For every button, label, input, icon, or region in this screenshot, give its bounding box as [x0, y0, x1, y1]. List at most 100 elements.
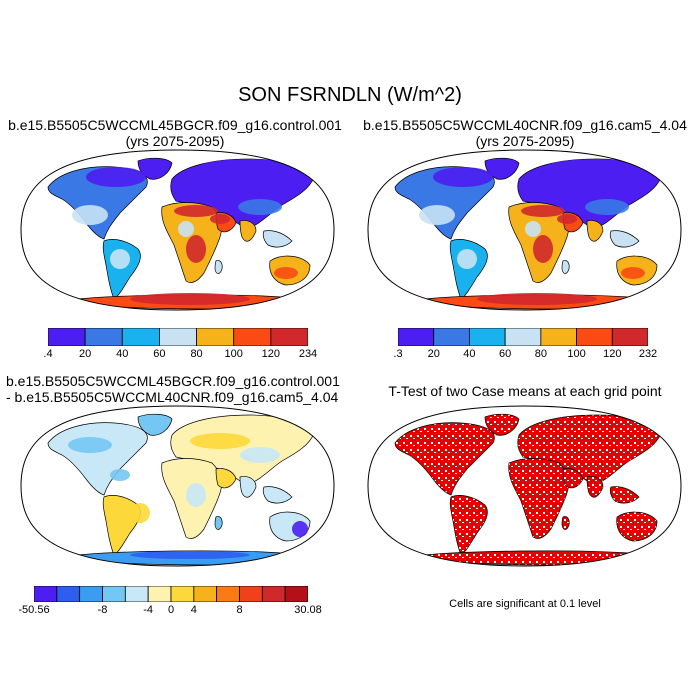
panel-1-title: b.e15.B5505C5WCCML45BGCR.f09_g16.control… [0, 117, 350, 149]
field-patch [186, 235, 206, 263]
colorbar-tick-label: 0 [167, 604, 175, 616]
colorbar-tick-label: 60 [499, 348, 512, 360]
field-patch [68, 437, 112, 453]
landmass-india [586, 476, 604, 498]
field-patch [174, 205, 218, 217]
panel-4-title: T-Test of two Case means at each grid po… [388, 383, 662, 399]
colorbar-swatch [48, 328, 86, 346]
colorbar-tick-label: -4 [143, 604, 154, 616]
figure-title: SON FSRNDLN (W/m^2) [238, 84, 462, 106]
panel-1-map [20, 149, 335, 311]
panel-2-map [367, 149, 682, 311]
landmass-seasia [609, 486, 640, 504]
colorbar-tick-label: 40 [116, 348, 129, 360]
landmass-madagascar [214, 516, 223, 530]
panel-4-note: Cells are significant at 0.1 level [449, 598, 601, 610]
panel-2-title-line-2: (yrs 2075-2095) [475, 133, 575, 149]
colorbar-tick-label: 80 [190, 348, 203, 360]
landmass-greenland [484, 413, 520, 436]
landmass-australia [616, 511, 658, 542]
colorbar-swatch [469, 328, 506, 346]
field-patch [521, 205, 565, 217]
colorbar-tick-label: 40 [463, 348, 476, 360]
landmass-madagascar [214, 260, 223, 274]
colorbar-tick-label: -8 [97, 604, 108, 616]
field-patch [525, 221, 541, 237]
field-patch [210, 214, 230, 224]
colorbar-tick-label: 30.08 [294, 604, 322, 616]
landmass-seasia [609, 230, 640, 248]
colorbar-swatch [121, 328, 160, 346]
field-patch [130, 503, 150, 523]
panel-3-title: b.e15.B5505C5WCCML45BGCR.f09_g16.control… [6, 373, 340, 405]
colorbar-swatch [170, 586, 195, 602]
field-patch [178, 221, 194, 237]
colorbar-swatch [261, 586, 286, 602]
panel-3-title-line-2: - b.e15.B5505C5WCCML40CNR.f09_g16.cam5_4… [6, 389, 339, 405]
landmass-arabia [562, 468, 584, 489]
colorbar-tick-label: 120 [603, 348, 622, 360]
colorbar-swatch [79, 586, 103, 602]
colorbar-tick-label: 60 [153, 348, 166, 360]
field-patch [419, 205, 455, 225]
field-patch [433, 167, 493, 187]
landmass-antarctica [424, 550, 633, 566]
landmass-seasia [262, 486, 293, 504]
colorbar-swatch [239, 586, 263, 602]
landmass-seasia [262, 230, 293, 248]
colorbar-tick-label: 100 [567, 348, 586, 360]
field-patch [130, 551, 250, 559]
field-patch [585, 199, 629, 215]
field-patch [274, 267, 298, 279]
colorbar-swatch [233, 328, 272, 346]
field-patch [130, 293, 250, 305]
colorbar-tick-label: 234 [298, 348, 318, 360]
field-patch [72, 205, 108, 225]
colorbar-swatch [504, 328, 542, 346]
field-patch [533, 235, 553, 263]
colorbar-swatch [576, 328, 613, 346]
colorbar-swatch [611, 328, 648, 346]
colorbar-tick-label: 20 [427, 348, 440, 360]
landmass-madagascar [561, 260, 570, 274]
landmass-namerica [394, 422, 495, 496]
colorbar-tick-label: 80 [534, 348, 547, 360]
field-patch [190, 433, 250, 449]
colorbar-swatch [159, 328, 197, 346]
colorbar-swatch [102, 586, 126, 602]
landmass-india [586, 220, 604, 242]
field-patch [110, 469, 130, 481]
colorbar-tick-label: .3 [393, 348, 403, 360]
landmass-eurasia [517, 414, 662, 486]
colorbar-swatch [284, 586, 308, 602]
colorbar-swatch [147, 586, 172, 602]
landmass-greenland [137, 413, 173, 436]
panel-3-title-line-1: b.e15.B5505C5WCCML45BGCR.f09_g16.control… [6, 373, 340, 389]
field-patch [621, 267, 645, 279]
panel-2-title: b.e15.B5505C5WCCML40CNR.f09_g16.cam5_4.0… [350, 117, 700, 149]
colorbar-swatch [398, 328, 435, 346]
colorbar-swatch [193, 586, 218, 602]
colorbar-swatch [124, 586, 149, 602]
colorbar-swatch [34, 586, 58, 602]
colorbar-tick-label: 20 [79, 348, 92, 360]
colorbar-swatch [433, 328, 470, 346]
colorbar-swatch [270, 328, 308, 346]
landmass-arabia [215, 468, 237, 489]
colorbar-tick-label: -50.56 [18, 604, 50, 616]
field-patch [457, 249, 477, 269]
field-patch [86, 167, 146, 187]
panel-1-colorbar [48, 328, 308, 346]
colorbar-tick-label: 4 [190, 604, 197, 616]
landmass-india [239, 476, 257, 498]
panel-3-colorbar [34, 586, 308, 602]
landmass-samerica [449, 495, 488, 556]
panel-1-title-line-1: b.e15.B5505C5WCCML45BGCR.f09_g16.control… [8, 117, 342, 133]
landmass-eurasia [170, 414, 315, 486]
field-patch [238, 199, 282, 215]
field-patch [110, 249, 130, 269]
field-patch [195, 159, 305, 179]
landmass-africa [508, 458, 569, 539]
colorbar-swatch [216, 586, 240, 602]
colorbar-tick-label: .4 [43, 348, 53, 360]
